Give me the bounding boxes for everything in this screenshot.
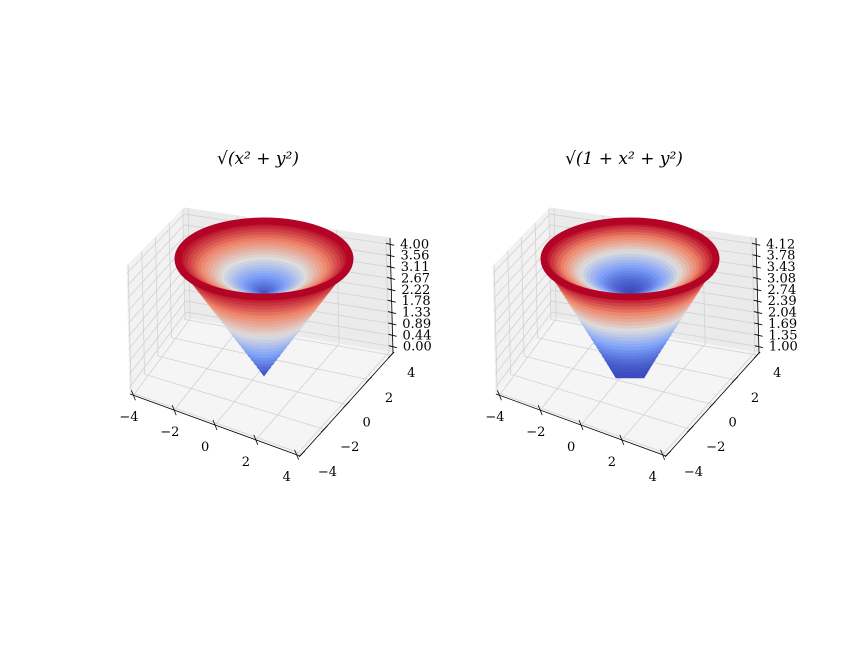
x-tick-label: −4	[485, 410, 504, 425]
z-tick-label: 0.00	[403, 340, 432, 355]
z-tick-label: 3.43	[767, 260, 796, 275]
x-tick-label: 4	[283, 470, 291, 485]
z-tick-label: 4.00	[400, 237, 429, 252]
z-tick-label: 2.67	[401, 271, 430, 286]
y-tick-label: −2	[340, 440, 359, 455]
z-tick-label: 0.44	[403, 328, 432, 343]
surface-plot-left: 0.000.440.891.331.782.222.673.113.564.00…	[119, 149, 431, 485]
y-tick-label: 4	[773, 366, 781, 381]
x-tick-label: −2	[160, 425, 179, 440]
z-tick-label: 1.00	[769, 340, 798, 355]
z-tick-label: 4.12	[766, 237, 795, 252]
x-tick-label: 0	[567, 440, 575, 455]
z-tick-label: 3.11	[401, 260, 430, 275]
z-tick-label: 1.33	[402, 306, 431, 321]
z-tick-label: 3.56	[400, 249, 429, 264]
grid-lines	[126, 208, 393, 456]
y-tick-label: −4	[318, 465, 337, 480]
x-tick-label: 2	[608, 455, 616, 470]
x-tick-label: 2	[242, 455, 250, 470]
z-tick-label: 2.22	[401, 283, 430, 298]
surface	[174, 217, 354, 377]
z-tick-label: 3.08	[767, 271, 796, 286]
z-axis-line	[755, 237, 760, 354]
z-tick-label: 1.78	[402, 294, 431, 309]
z-tick-label: 2.04	[768, 306, 797, 321]
x-tick-label: −2	[526, 425, 545, 440]
y-tick-label: −2	[706, 440, 725, 455]
z-tick-label: 3.78	[766, 249, 795, 264]
z-tick-label: 2.74	[767, 283, 796, 298]
z-tick-label: 2.39	[768, 294, 797, 309]
y-tick-label: 2	[751, 391, 759, 406]
y-tick-label: −4	[684, 465, 703, 480]
x-tick-label: 4	[649, 470, 657, 485]
x-tick-label: −4	[119, 410, 138, 425]
y-tick-label: 4	[407, 366, 415, 381]
z-axis-line	[389, 237, 394, 354]
surface-plot-right: 1.001.351.692.042.392.743.083.433.784.12…	[485, 149, 797, 485]
surface	[540, 217, 720, 379]
z-tick-label: 1.35	[769, 328, 798, 343]
plot-title: √(1 + x² + y²)	[565, 149, 683, 169]
z-tick-label: 0.89	[402, 317, 431, 332]
z-tick-label: 1.69	[768, 317, 797, 332]
y-tick-label: 2	[385, 391, 393, 406]
plot-title: √(x² + y²)	[217, 149, 299, 169]
x-tick-label: 0	[201, 440, 209, 455]
y-tick-label: 0	[363, 416, 371, 431]
y-tick-label: 0	[729, 416, 737, 431]
